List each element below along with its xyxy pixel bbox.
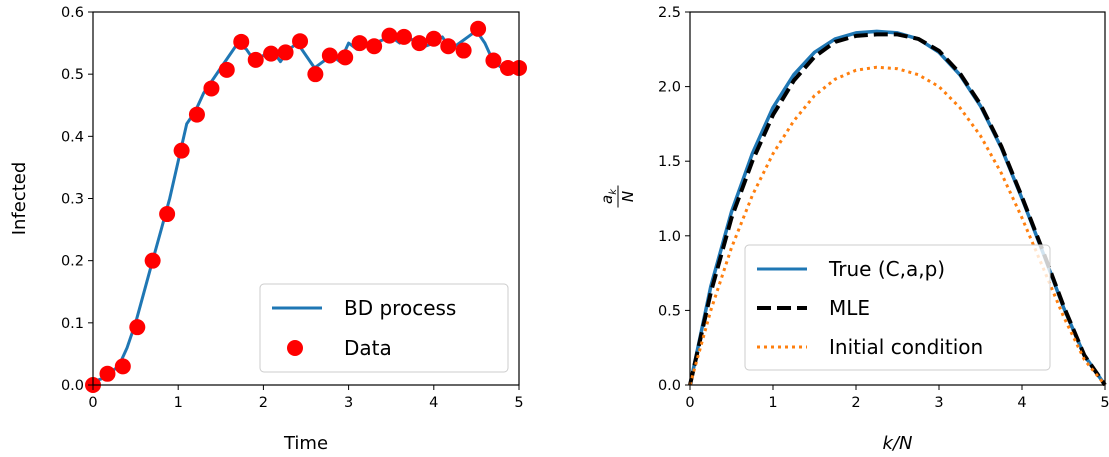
data-point (470, 20, 487, 37)
y-label-numerator: ak (598, 188, 619, 204)
data-point (173, 142, 190, 159)
legend-item: Data (287, 336, 392, 360)
x-tick-label: 1 (174, 395, 183, 411)
y-tick-label: 0.2 (61, 254, 84, 270)
x-tick-label: 0 (88, 395, 97, 411)
data-point (233, 33, 250, 50)
x-tick-label: 1 (768, 395, 777, 411)
data-point (99, 365, 116, 382)
y-label-denominator: N (619, 191, 637, 202)
data-point (203, 80, 220, 97)
y-tick-label: 1.0 (658, 229, 681, 245)
legend-label: True (C,a,p) (828, 257, 945, 281)
infected-chart: 0 1 2 3 4 5 0.0 0.1 0.2 0.3 0.4 0.5 0.6 Time Infected B… (9, 5, 527, 454)
data-point (411, 35, 428, 52)
legend-label: MLE (829, 296, 870, 320)
data-point (366, 38, 383, 55)
data-point (395, 28, 412, 45)
x-tick-label: 3 (344, 395, 353, 411)
x-tick-label: 2 (259, 395, 268, 411)
data-point (499, 59, 516, 76)
x-tick-label: 5 (514, 395, 523, 411)
legend: BD process Data (259, 283, 509, 373)
legend-item: True (C,a,p) (757, 257, 945, 281)
data-point (337, 49, 354, 66)
y-axis-label: Infected (9, 162, 30, 236)
legend-item: MLE (757, 296, 870, 320)
axes-frame (689, 11, 1106, 386)
legend: True (C,a,p) MLE Initial condition (744, 244, 1051, 371)
data-point (307, 66, 324, 83)
ak-chart: 0 1 2 3 4 5 0.0 0.5 1.0 1.5 2.0 2.5 k/N ak N True (C,a,… (598, 5, 1109, 454)
legend-label: BD process (344, 296, 456, 320)
legend-frame (259, 283, 509, 373)
y-tick-label: 0.5 (658, 303, 681, 319)
data-point (425, 30, 442, 47)
y-tick-label: 0.5 (61, 67, 84, 83)
y-tick-label: 0.1 (61, 316, 84, 332)
y-tick-label: 2.5 (658, 5, 681, 21)
data-point (277, 44, 294, 61)
data-point (144, 252, 161, 269)
y-tick-label: 2.0 (658, 80, 681, 96)
series-data-points (85, 20, 527, 393)
data-point (381, 27, 398, 44)
data-point (114, 358, 131, 375)
legend-label: Initial condition (829, 335, 983, 359)
data-point (129, 319, 146, 336)
x-tick-label: 5 (1100, 395, 1109, 411)
data-point (218, 61, 235, 78)
x-tick-label: 2 (851, 395, 860, 411)
legend-item: Initial condition (757, 335, 983, 359)
y-tick-label: 0.0 (658, 378, 681, 394)
y-tick-label: 0.4 (61, 129, 84, 145)
x-axis-label: Time (283, 433, 328, 454)
y-tick-label: 0.6 (61, 5, 84, 21)
y-tick-label: 1.5 (658, 154, 681, 170)
data-point (188, 106, 205, 123)
data-point (351, 35, 368, 52)
data-point (440, 38, 457, 55)
x-tick-label: 0 (685, 395, 694, 411)
data-point (485, 52, 502, 69)
plot-area (85, 20, 527, 393)
x-tick-label: 4 (429, 395, 438, 411)
y-tick-label: 0.0 (61, 378, 84, 394)
legend-label: Data (344, 336, 392, 360)
legend-frame (744, 244, 1051, 371)
data-point (321, 47, 338, 64)
data-point (263, 45, 280, 62)
legend-item: BD process (272, 296, 456, 320)
x-tick-label: 3 (934, 395, 943, 411)
series-line (688, 32, 1107, 387)
data-point (247, 51, 264, 68)
x-tick-label: 4 (1017, 395, 1026, 411)
y-tick-label: 0.3 (61, 192, 84, 208)
data-point (292, 33, 309, 50)
data-point (455, 42, 472, 59)
legend-marker (287, 340, 303, 356)
y-axis-label: ak N (598, 185, 637, 208)
x-axis-label: k/N (883, 433, 913, 454)
data-point (159, 206, 176, 223)
